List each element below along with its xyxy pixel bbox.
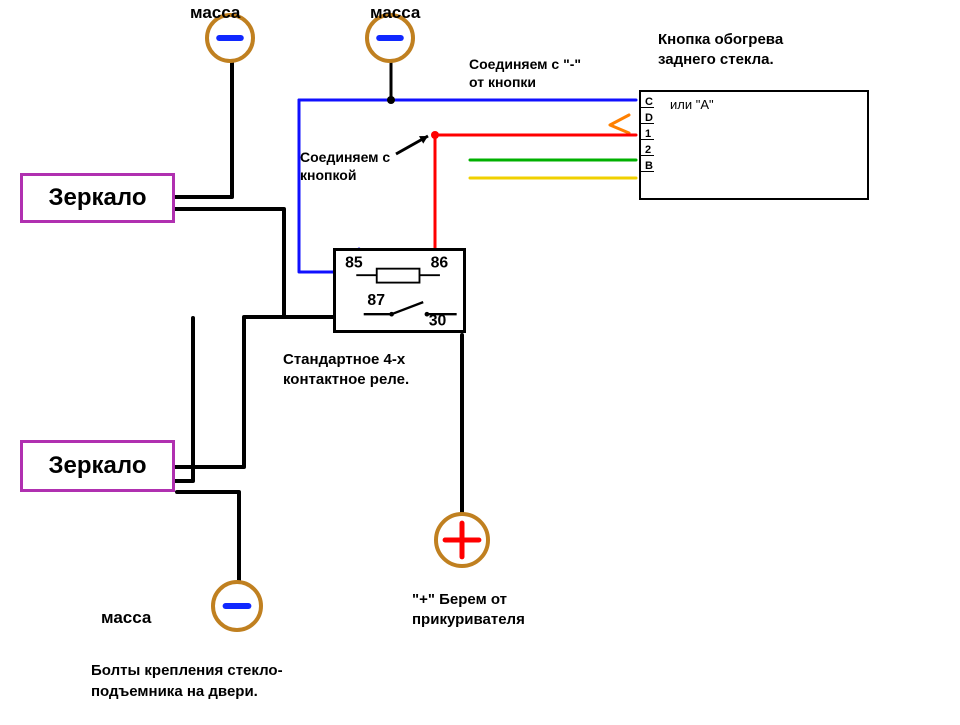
mirror-label-bottom: Зеркало	[49, 452, 147, 480]
svg-text:86: 86	[431, 255, 449, 272]
mirror-box-bottom: Зеркало	[20, 440, 175, 492]
svg-text:85: 85	[345, 255, 363, 272]
diagram-canvas: Зеркало Зеркало CD12B 85868730 масса мас…	[0, 0, 960, 725]
svg-text:87: 87	[367, 292, 385, 309]
massa-label-top-left: масса	[190, 3, 240, 23]
mirror-label-top: Зеркало	[49, 184, 147, 212]
relay-box: 85 86 87 30	[333, 248, 466, 333]
bolts-caption-label: Болты крепления стекло- подъемника на дв…	[91, 660, 283, 702]
relay-caption-label: Стандартное 4-х контактное реле.	[283, 350, 409, 391]
button-title-label: Кнопка обогрева заднего стекла.	[658, 30, 783, 69]
connect-button-label: Соединяем с кнопкой	[300, 148, 390, 184]
or-a-label: или "А"	[670, 97, 714, 112]
massa-label-bottom: масса	[101, 608, 151, 628]
plus-caption-label: "+" Берем от прикуривателя	[412, 590, 525, 631]
svg-text:30: 30	[429, 312, 447, 329]
massa-label-top-mid: масса	[370, 3, 420, 23]
connect-minus-label: Соединяем с "-" от кнопки	[469, 55, 581, 91]
relay-internal-svg: 85 86 87 30	[336, 251, 463, 330]
mirror-box-top: Зеркало	[20, 173, 175, 223]
